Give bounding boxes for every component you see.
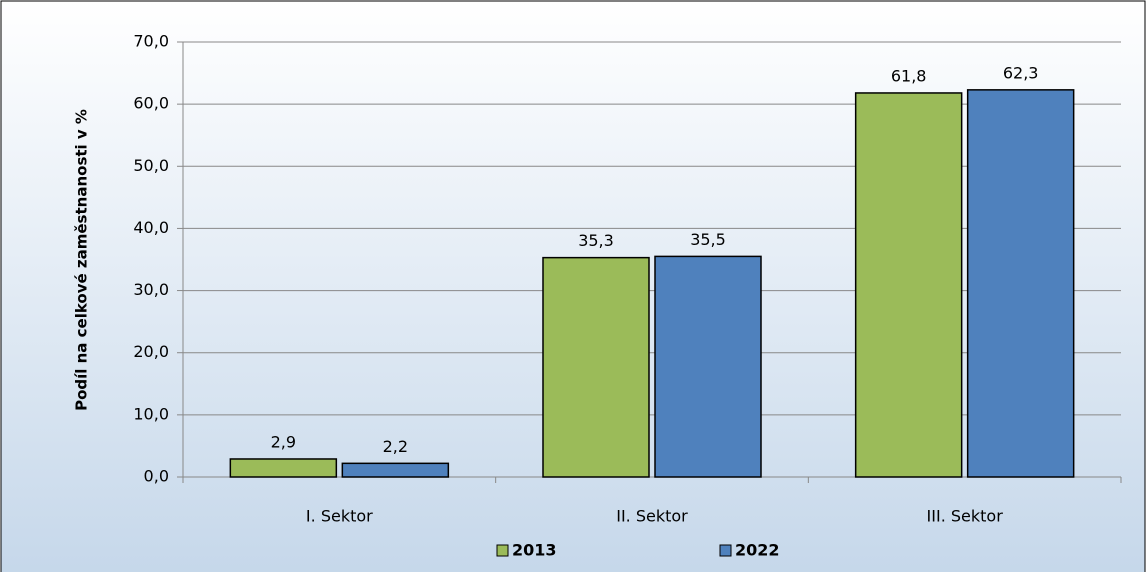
legend-swatch [496, 544, 509, 557]
data-label: 35,3 [578, 231, 614, 250]
y-tick-label: 50,0 [133, 156, 169, 175]
y-tick-label: 40,0 [133, 218, 169, 237]
legend-swatch [719, 544, 732, 557]
data-label: 61,8 [891, 66, 927, 85]
bar [966, 89, 1075, 478]
y-axis-label: Podíl na celkové zaměstnanosti v % [73, 109, 91, 411]
bar [341, 462, 450, 478]
y-tick-label: 10,0 [133, 404, 169, 423]
legend-label: 2013 [512, 541, 557, 560]
data-label: 2,9 [271, 432, 296, 451]
y-tick-label: 70,0 [133, 32, 169, 51]
y-tick-label: 30,0 [133, 280, 169, 299]
data-label: 2,2 [383, 437, 408, 456]
y-tick-label: 60,0 [133, 94, 169, 113]
bar [229, 458, 338, 478]
bar [854, 92, 963, 478]
y-tick-label: 0,0 [144, 467, 169, 486]
legend-label: 2022 [735, 541, 780, 560]
x-tick-label: II. Sektor [616, 507, 688, 526]
y-tick-label: 20,0 [133, 342, 169, 361]
bar [542, 256, 650, 478]
x-tick-label: III. Sektor [927, 507, 1004, 526]
bar [654, 255, 762, 478]
x-tick-label: I. Sektor [306, 507, 373, 526]
data-label: 62,3 [1003, 63, 1039, 82]
data-label: 35,5 [690, 230, 726, 249]
